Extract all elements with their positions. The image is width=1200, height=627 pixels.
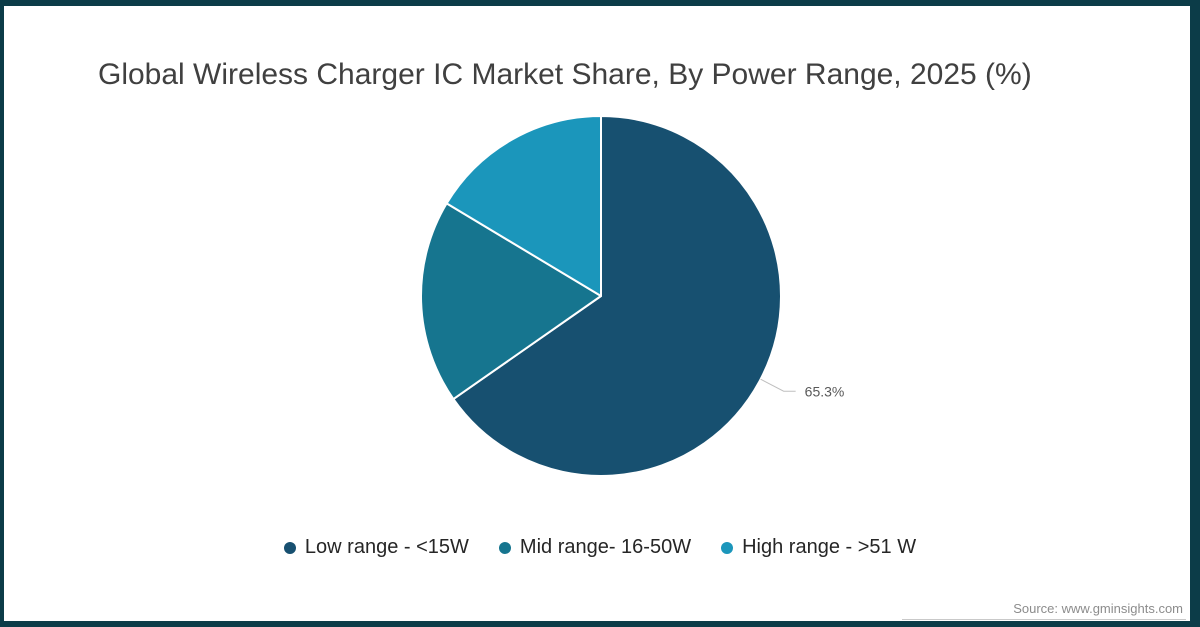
legend-item-high-range: High range - >51 W [721, 536, 916, 559]
source-divider-line [902, 619, 1186, 620]
chart-legend: Low range - <15W Mid range- 16-50W High … [0, 536, 1200, 559]
legend-label-low-range: Low range - <15W [304, 536, 469, 558]
data-label-leader-line [760, 378, 796, 392]
pie-data-label: 65.3% [805, 383, 845, 399]
chart-title: Global Wireless Charger IC Market Share,… [98, 58, 1032, 91]
pie-slice [452, 115, 782, 477]
legend-marker-circle-icon [721, 541, 734, 554]
pie-slice [420, 202, 602, 401]
source-text: Source: www.gminsights.com [1013, 601, 1183, 616]
legend-marker-circle-icon [283, 541, 296, 554]
legend-item-mid-range: Mid range- 16-50W [498, 536, 692, 559]
legend-label-mid-range: Mid range- 16-50W [519, 536, 692, 558]
legend-marker-circle-icon [498, 541, 511, 554]
legend-label-high-range: High range - >51 W [742, 536, 917, 558]
legend-item-low-range: Low range - <15W [283, 536, 469, 559]
pie-slice [445, 115, 602, 297]
